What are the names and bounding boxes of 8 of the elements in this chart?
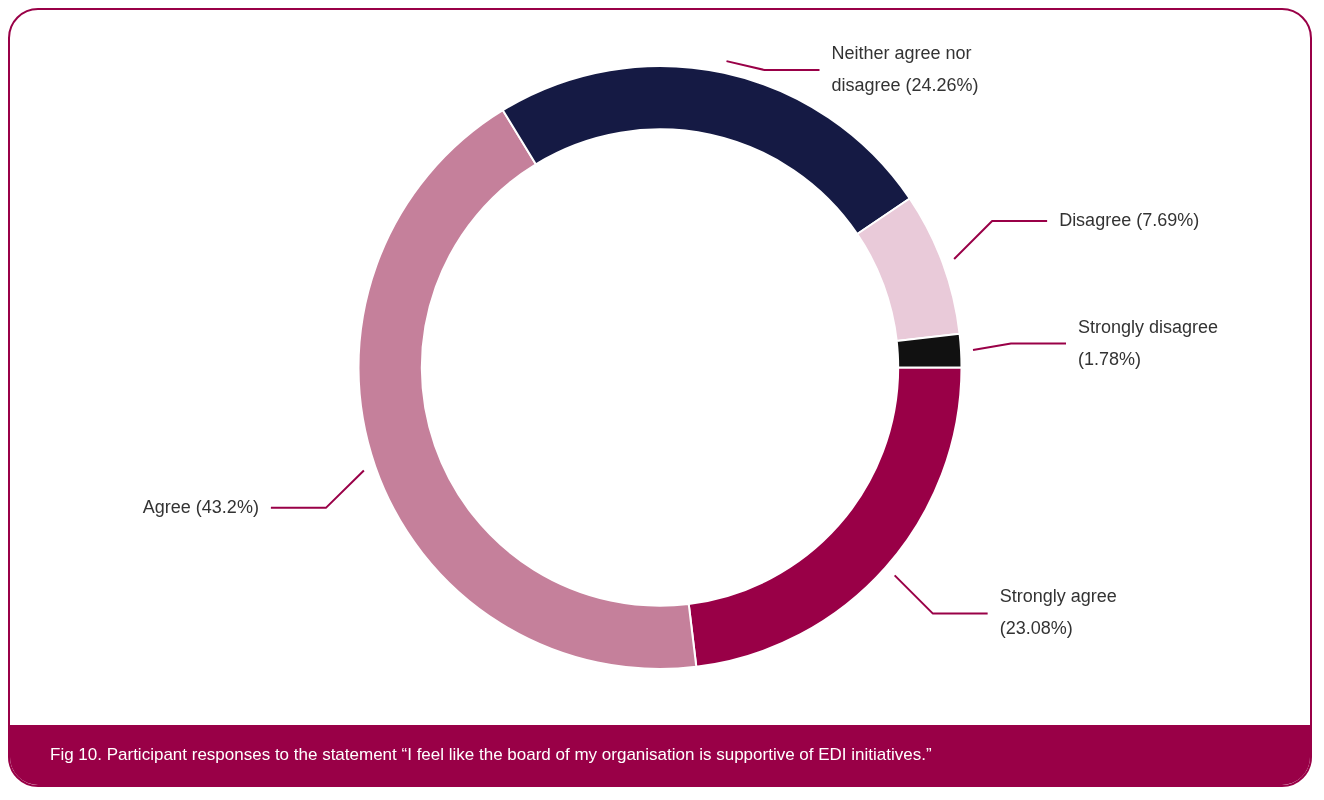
slice-label: Neither agree nor disagree (24.26%) [831, 42, 979, 95]
data-label: (23.08%) [999, 618, 1073, 639]
slice-label: Strongly disagree [1078, 316, 1219, 337]
slice-label: Agree (43.2%) [142, 496, 259, 517]
slice-label: Disagree (7.69%) [1059, 209, 1200, 230]
slice-label: Strongly agree [999, 586, 1117, 607]
data-label: (1.78%) [1078, 348, 1142, 369]
caption: Fig 10. Participant responses to the statement “I feel like the board of my organisation is supportive of EDI initiatives.” [10, 725, 1310, 785]
